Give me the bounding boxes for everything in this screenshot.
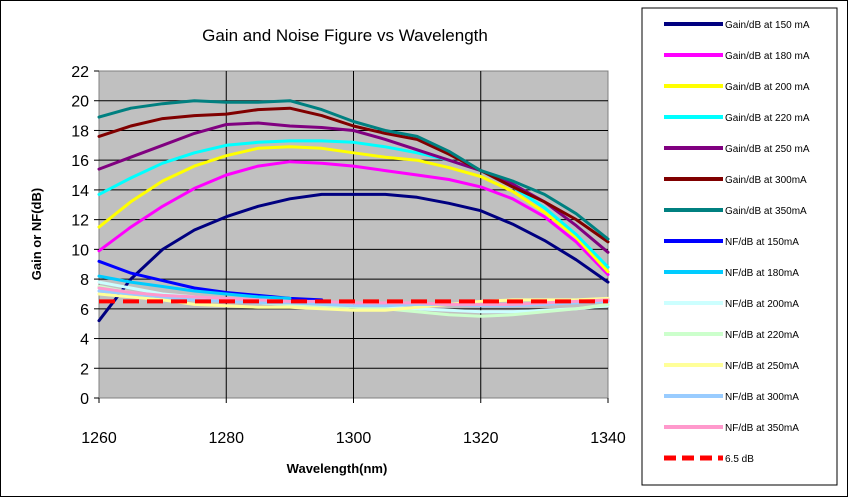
legend-entry-label: NF/dB at 250mA [725, 361, 799, 372]
x-tick-label: 1260 [81, 430, 117, 447]
y-tick-label: 4 [80, 332, 89, 349]
series-line-5 [97, 121, 610, 254]
legend-entry-label: Gain/dB at 200 mA [725, 82, 810, 93]
y-tick-label: 0 [80, 391, 89, 408]
y-tick-label: 18 [71, 123, 89, 140]
series-line-3 [97, 145, 610, 274]
x-tick-label: 1340 [590, 430, 626, 447]
y-tick-label: 8 [80, 272, 89, 289]
legend-entry-label: Gain/dB at 300mA [725, 175, 807, 186]
legend-entry-label: NF/dB at 220mA [725, 330, 799, 341]
legend-entry-label: Gain/dB at 350mA [725, 206, 807, 217]
y-tick-label: 6 [80, 302, 89, 319]
legend-entry-label: NF/dB at 350mA [725, 423, 799, 434]
y-tick-label: 16 [71, 153, 89, 170]
legend-entry-label: NF/dB at 300mA [725, 392, 799, 403]
x-axis-label: Wavelength(nm) [287, 461, 388, 476]
legend-entry-label: NF/dB at 180mA [725, 268, 799, 279]
y-tick-label: 12 [71, 213, 89, 230]
legend: Gain/dB at 150 mA Gain/dB at 180 mA Gain/d… [664, 20, 810, 465]
series-line-2 [97, 160, 610, 277]
series-line-6 [97, 106, 610, 244]
x-tick-label: 1300 [336, 430, 372, 447]
y-tick-label: 2 [80, 361, 89, 378]
y-tick-label: 22 [71, 64, 89, 81]
legend-entry-label: NF/dB at 200mA [725, 299, 799, 310]
chart-title: Gain and Noise Figure vs Wavelength [202, 26, 488, 45]
series-line-9 [97, 274, 292, 300]
legend-entry-label: 6.5 dB [725, 454, 754, 465]
x-tick-label: 1280 [208, 430, 244, 447]
legend-entry-label: Gain/dB at 150 mA [725, 20, 810, 31]
y-tick-label: 10 [71, 242, 89, 259]
legend-entry-label: Gain/dB at 180 mA [725, 51, 810, 62]
series-line-4 [97, 139, 610, 269]
series-layer [97, 99, 610, 323]
y-tick-label: 20 [71, 94, 89, 111]
series-line-7 [97, 99, 610, 241]
legend-entry-label: Gain/dB at 220 mA [725, 113, 810, 124]
legend-entry-label: NF/dB at 150mA [725, 237, 799, 248]
series-line-1 [97, 192, 610, 323]
tick-layer: 0 2 4 6 8 10 12 14 16 18 20 22 1260 1280 1300 1320 1340 [71, 64, 626, 447]
y-tick-label: 14 [71, 183, 89, 200]
y-axis-label: Gain or NF(dB) [29, 188, 44, 280]
x-tick-label: 1320 [463, 430, 499, 447]
legend-entry-label: Gain/dB at 250 mA [725, 144, 810, 155]
